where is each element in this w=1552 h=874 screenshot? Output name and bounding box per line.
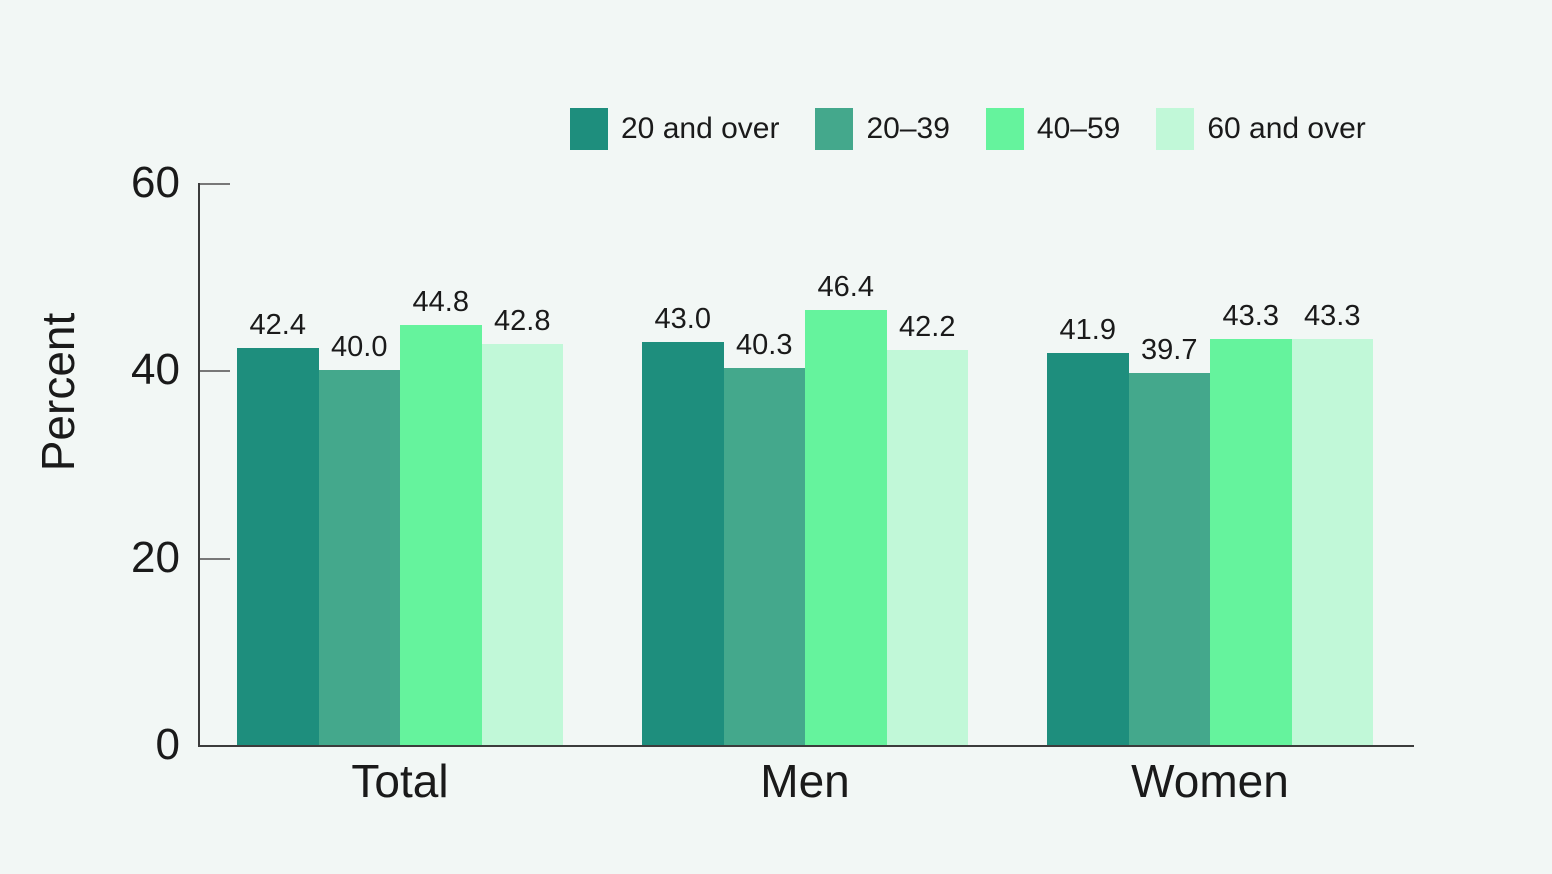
bar-value-label-men-60-and-over: 42.2 xyxy=(899,310,956,343)
bar-value-label-men-20-39: 40.3 xyxy=(736,328,793,361)
legend-swatch-40-59 xyxy=(985,108,1024,150)
y-axis-tick-20 xyxy=(200,557,230,560)
bar-value-label-women-60-and-over: 43.3 xyxy=(1304,300,1361,333)
bar-value-label-total-20-39: 40.0 xyxy=(331,331,388,364)
x-axis-category-label-total: Total xyxy=(351,755,449,807)
bar-value-label-women-40-59: 43.3 xyxy=(1222,300,1279,333)
legend-swatch-20-39 xyxy=(815,108,854,150)
y-axis-tick-label-40: 40 xyxy=(131,345,180,395)
x-axis-category-label-men: Men xyxy=(760,755,850,807)
bar-value-label-women-20-39: 39.7 xyxy=(1141,334,1198,367)
y-axis-tick-40 xyxy=(200,370,230,373)
bar-women-20-39 xyxy=(1128,373,1210,745)
legend-item-20-and-over: 20 and over xyxy=(570,108,779,150)
y-axis-tick-label-60: 60 xyxy=(131,158,180,207)
legend-item-60-and-over: 60 and over xyxy=(1156,108,1366,150)
y-axis-tick-label-0: 0 xyxy=(155,720,180,769)
bar-value-label-women-20-and-over: 41.9 xyxy=(1059,313,1116,346)
legend-swatch-20-and-over xyxy=(570,108,608,150)
bar-total-40-59 xyxy=(400,325,482,745)
bar-women-60-and-over xyxy=(1291,339,1373,745)
plot-area: 42.4 40.0 44.8 42.8 43.0 40.3 46.4 42.2 41.9 39.7… xyxy=(198,183,1414,747)
bar-total-20-39 xyxy=(318,370,400,745)
bar-men-60-and-over xyxy=(886,349,968,745)
bar-women-40-59 xyxy=(1210,339,1292,745)
bar-men-40-59 xyxy=(805,310,887,745)
bar-women-20-and-over xyxy=(1047,352,1129,745)
bar-value-label-men-40-59: 46.4 xyxy=(817,271,874,304)
bar-value-label-total-60-and-over: 42.8 xyxy=(494,305,551,338)
bar-value-label-total-40-59: 44.8 xyxy=(412,286,469,319)
x-axis-category-label-women: Women xyxy=(1131,755,1289,807)
y-axis-tick-60 xyxy=(200,183,230,185)
legend: 20 and over 20–39 40–59 60 and over xyxy=(570,108,1366,150)
bar-men-20-39 xyxy=(723,367,805,745)
bar-total-20-and-over xyxy=(237,347,319,745)
legend-swatch-60-and-over xyxy=(1156,108,1195,150)
legend-label-20-39: 20–39 xyxy=(866,112,950,145)
legend-label-40-59: 40–59 xyxy=(1036,112,1121,145)
legend-item-40-59: 40–59 xyxy=(985,108,1121,150)
bar-men-20-and-over xyxy=(642,342,724,745)
y-axis-tick-label-20: 20 xyxy=(131,532,180,582)
legend-item-20-39: 20–39 xyxy=(815,108,950,150)
legend-label-20-and-over: 20 and over xyxy=(621,112,780,145)
bar-value-label-men-20-and-over: 43.0 xyxy=(654,303,711,336)
bar-total-60-and-over xyxy=(481,344,563,745)
legend-label-60-and-over: 60 and over xyxy=(1207,112,1366,145)
bar-value-label-total-20-and-over: 42.4 xyxy=(249,308,306,341)
